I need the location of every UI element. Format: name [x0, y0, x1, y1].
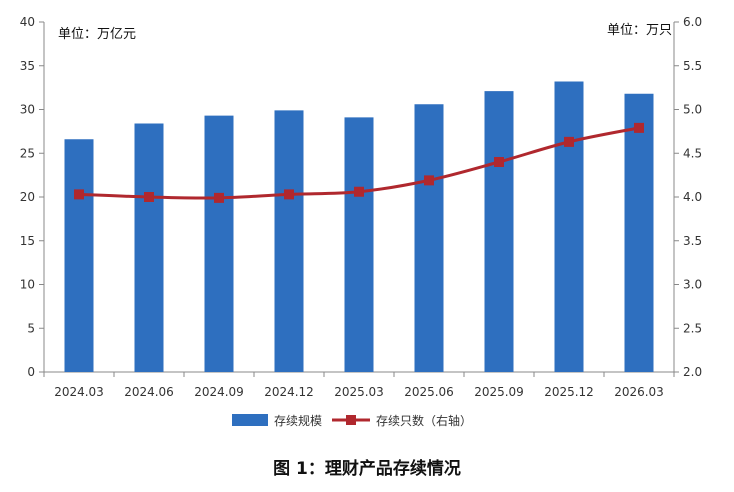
line-marker — [494, 157, 504, 167]
bar — [344, 117, 374, 372]
right-tick-label: 6.0 — [683, 15, 702, 29]
figure-caption: 图 1：理财产品存续情况 — [273, 458, 461, 479]
left-tick-label: 40 — [20, 15, 35, 29]
line-group — [74, 122, 644, 203]
x-tick-label: 2025.09 — [474, 385, 524, 399]
left-tick-label: 30 — [20, 103, 35, 117]
right-tick-label: 2.0 — [683, 365, 702, 379]
right-tick-label: 3.0 — [683, 278, 702, 292]
bar — [134, 123, 164, 372]
x-tick-label: 2025.06 — [404, 385, 454, 399]
right-tick-label: 2.5 — [683, 321, 702, 335]
line-marker — [424, 175, 434, 186]
x-tick-label: 2026.03 — [614, 385, 664, 399]
right-tick-label: 5.5 — [683, 59, 702, 73]
right-tick-label: 4.5 — [683, 146, 702, 160]
right-tick-label: 4.0 — [683, 190, 702, 204]
legend-swatch-bars — [232, 414, 268, 426]
line-marker — [214, 192, 224, 203]
left-tick-label: 5 — [27, 321, 35, 335]
x-tick-label: 2025.03 — [334, 385, 384, 399]
left-tick-label: 10 — [20, 278, 35, 292]
left-axis-unit-label: 单位：万亿元 — [58, 27, 136, 42]
line-marker — [144, 192, 154, 202]
left-tick-label: 35 — [20, 59, 35, 73]
left-tick-label: 20 — [20, 190, 35, 204]
x-tick-label: 2024.09 — [194, 385, 244, 399]
line-marker — [74, 189, 84, 200]
line-marker — [564, 136, 574, 147]
legend-label-line: 存续只数（右轴） — [376, 413, 472, 428]
right-tick-label: 5.0 — [683, 103, 702, 117]
legend: 存续规模 存续只数（右轴） — [232, 413, 472, 428]
bar — [204, 115, 234, 372]
line-marker — [634, 122, 644, 133]
bar — [554, 81, 584, 372]
bar — [624, 93, 654, 372]
x-tick-label: 2024.12 — [264, 385, 314, 399]
legend-label-bars: 存续规模 — [274, 413, 322, 428]
x-tick-label: 2024.06 — [124, 385, 174, 399]
bars-group — [64, 81, 654, 372]
left-tick-label: 25 — [20, 146, 35, 160]
bar — [484, 91, 514, 372]
axes-group: 0 5 10 15 20 25 30 35 40 2.0 2.5 3.0 3.5 4.0 4.5 5.0 5.5… — [20, 15, 702, 399]
right-axis-unit-label: 单位：万只 — [607, 23, 672, 38]
right-tick-label: 3.5 — [683, 234, 702, 248]
x-tick-label: 2025.12 — [544, 385, 594, 399]
line-marker — [284, 189, 294, 200]
bar — [414, 104, 444, 372]
line-marker — [354, 186, 364, 197]
bar — [64, 139, 94, 372]
legend-swatch-marker — [346, 415, 356, 425]
left-tick-label: 0 — [27, 365, 35, 379]
bar — [274, 110, 304, 372]
x-tick-label: 2024.03 — [54, 385, 104, 399]
left-tick-label: 15 — [20, 234, 35, 248]
